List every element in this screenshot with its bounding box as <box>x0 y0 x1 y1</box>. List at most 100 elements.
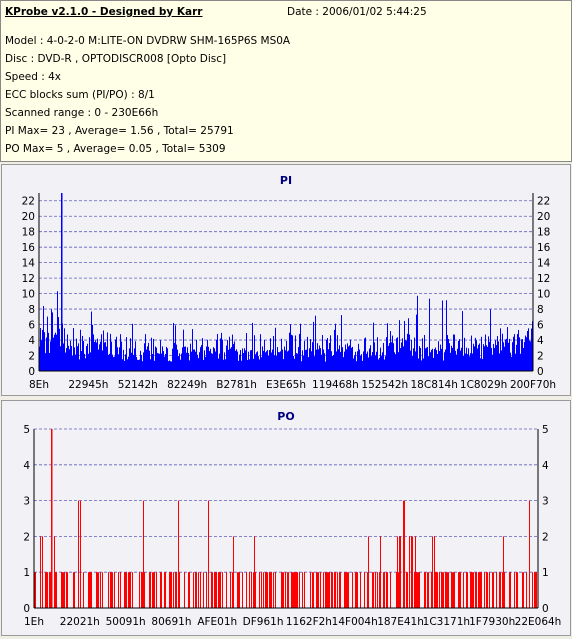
data-bar <box>220 338 221 371</box>
x-tick-label: 80691h <box>151 616 191 628</box>
data-bar <box>423 358 424 371</box>
data-bar <box>271 572 272 608</box>
data-bar <box>462 311 463 371</box>
data-bar <box>232 572 233 608</box>
data-bar <box>65 352 66 371</box>
data-bar <box>261 357 262 371</box>
data-bar <box>64 328 65 371</box>
data-bar <box>282 572 283 608</box>
data-bar <box>284 346 285 371</box>
data-bar <box>179 353 180 371</box>
data-bar <box>380 536 381 608</box>
data-bar <box>261 572 262 608</box>
chart-title: PI <box>280 174 292 187</box>
data-bar <box>79 359 80 371</box>
data-bar <box>503 342 504 371</box>
y-tick-label-left: 4 <box>23 460 30 472</box>
data-bar <box>349 345 350 371</box>
data-bar <box>253 358 254 371</box>
data-bar <box>500 328 501 371</box>
data-bar <box>112 572 113 608</box>
data-bar <box>197 354 198 371</box>
y-tick-label-left: 5 <box>23 424 30 436</box>
data-bar <box>241 360 242 371</box>
data-bar <box>454 334 455 371</box>
data-bar <box>418 572 419 608</box>
data-bar <box>289 332 290 371</box>
data-bar <box>83 340 84 371</box>
data-bar <box>311 351 312 371</box>
data-bar <box>340 572 341 608</box>
data-bar <box>72 355 73 371</box>
y-tick-label-right: 14 <box>537 258 551 270</box>
data-bar <box>405 340 406 371</box>
data-bar <box>106 346 107 371</box>
data-bar <box>113 357 114 371</box>
y-tick-label-left: 6 <box>28 320 35 332</box>
data-bar <box>226 572 227 608</box>
data-bar <box>425 572 426 608</box>
data-bar <box>355 351 356 371</box>
y-tick-label-right: 8 <box>537 304 544 316</box>
data-bar <box>159 353 160 371</box>
data-bar <box>428 356 429 371</box>
data-bar <box>330 335 331 371</box>
data-bar <box>73 328 74 371</box>
data-bar <box>204 350 205 371</box>
data-bar <box>313 321 314 371</box>
data-bar <box>74 347 75 371</box>
data-bar <box>228 349 229 371</box>
data-bar <box>263 350 264 371</box>
data-bar <box>446 300 447 371</box>
data-bar <box>483 344 484 371</box>
data-bar <box>171 361 172 371</box>
data-bar <box>269 572 270 608</box>
data-bar <box>111 341 112 371</box>
data-bar <box>529 500 530 608</box>
data-bar <box>376 351 377 371</box>
data-bar <box>523 347 524 371</box>
data-bar <box>295 572 296 608</box>
data-bar <box>448 338 449 371</box>
data-bar <box>367 572 368 608</box>
data-bar <box>91 311 92 371</box>
data-bar <box>357 572 358 608</box>
data-bar <box>92 324 93 371</box>
data-bar <box>202 338 203 371</box>
data-bar <box>466 572 467 608</box>
data-bar <box>339 572 340 608</box>
data-bar <box>437 354 438 371</box>
data-bar <box>271 352 272 371</box>
data-bar <box>198 358 199 371</box>
data-bar <box>169 360 170 371</box>
data-bar <box>528 328 529 371</box>
data-bar <box>307 336 308 371</box>
data-bar <box>231 347 232 371</box>
x-tick-label: 1162F2h <box>286 616 332 628</box>
data-bar <box>397 536 398 608</box>
y-tick-label-left: 2 <box>28 351 35 363</box>
data-bar <box>132 572 133 608</box>
po-stats-line: PO Max= 5 , Average= 0.05 , Total= 5309 <box>5 143 226 155</box>
data-bar <box>352 346 353 371</box>
data-bar <box>40 328 41 371</box>
data-bar <box>434 536 435 608</box>
data-bar <box>394 352 395 371</box>
data-bar <box>188 353 189 371</box>
data-bar <box>427 572 428 608</box>
data-bar <box>184 346 185 371</box>
data-bar <box>333 354 334 371</box>
data-bar <box>458 572 459 608</box>
data-bar <box>287 572 288 608</box>
data-bar <box>453 572 454 608</box>
data-bar <box>487 572 488 608</box>
data-bar <box>429 298 430 371</box>
data-bar <box>170 572 171 608</box>
data-bar <box>57 291 58 371</box>
data-bar <box>399 320 400 371</box>
data-bar <box>447 572 448 608</box>
data-bar <box>67 334 68 371</box>
data-bar <box>446 572 447 608</box>
data-bar <box>156 347 157 371</box>
data-bar <box>406 572 407 608</box>
